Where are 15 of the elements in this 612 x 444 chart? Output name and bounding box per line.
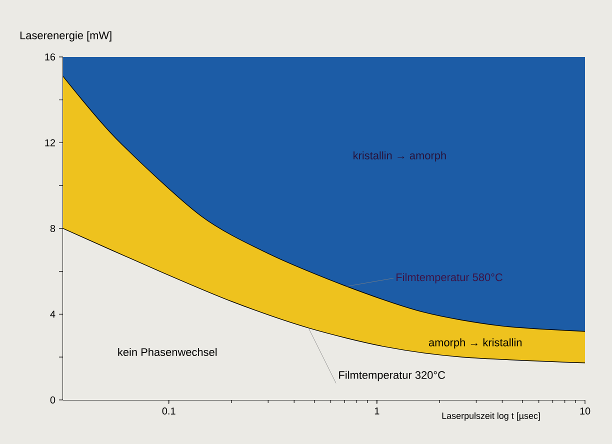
x-axis-title: Laserpulszeit log t [µsec] (442, 412, 540, 421)
annotation: kein Phasenwechsel (118, 348, 217, 356)
x-tick-label: 1 (374, 407, 380, 414)
y-tick-label: 4 (50, 310, 56, 318)
y-tick-label: 8 (50, 224, 56, 232)
annotation: kristallin → amorph (354, 151, 446, 162)
series-label: Filmtemperatur 580°C (396, 273, 503, 284)
y-axis-title: Laserenergie [mW] (20, 31, 112, 42)
x-tick-label: 0.1 (162, 407, 176, 415)
y-tick-label: 0 (50, 396, 56, 404)
series-label: Filmtemperatur 320°C (339, 370, 446, 382)
y-tick-label: 16 (45, 53, 56, 61)
x-tick-label: 10 (580, 407, 590, 415)
y-tick-label: 12 (45, 139, 56, 146)
annotation: amorph → kristallin (428, 338, 522, 348)
